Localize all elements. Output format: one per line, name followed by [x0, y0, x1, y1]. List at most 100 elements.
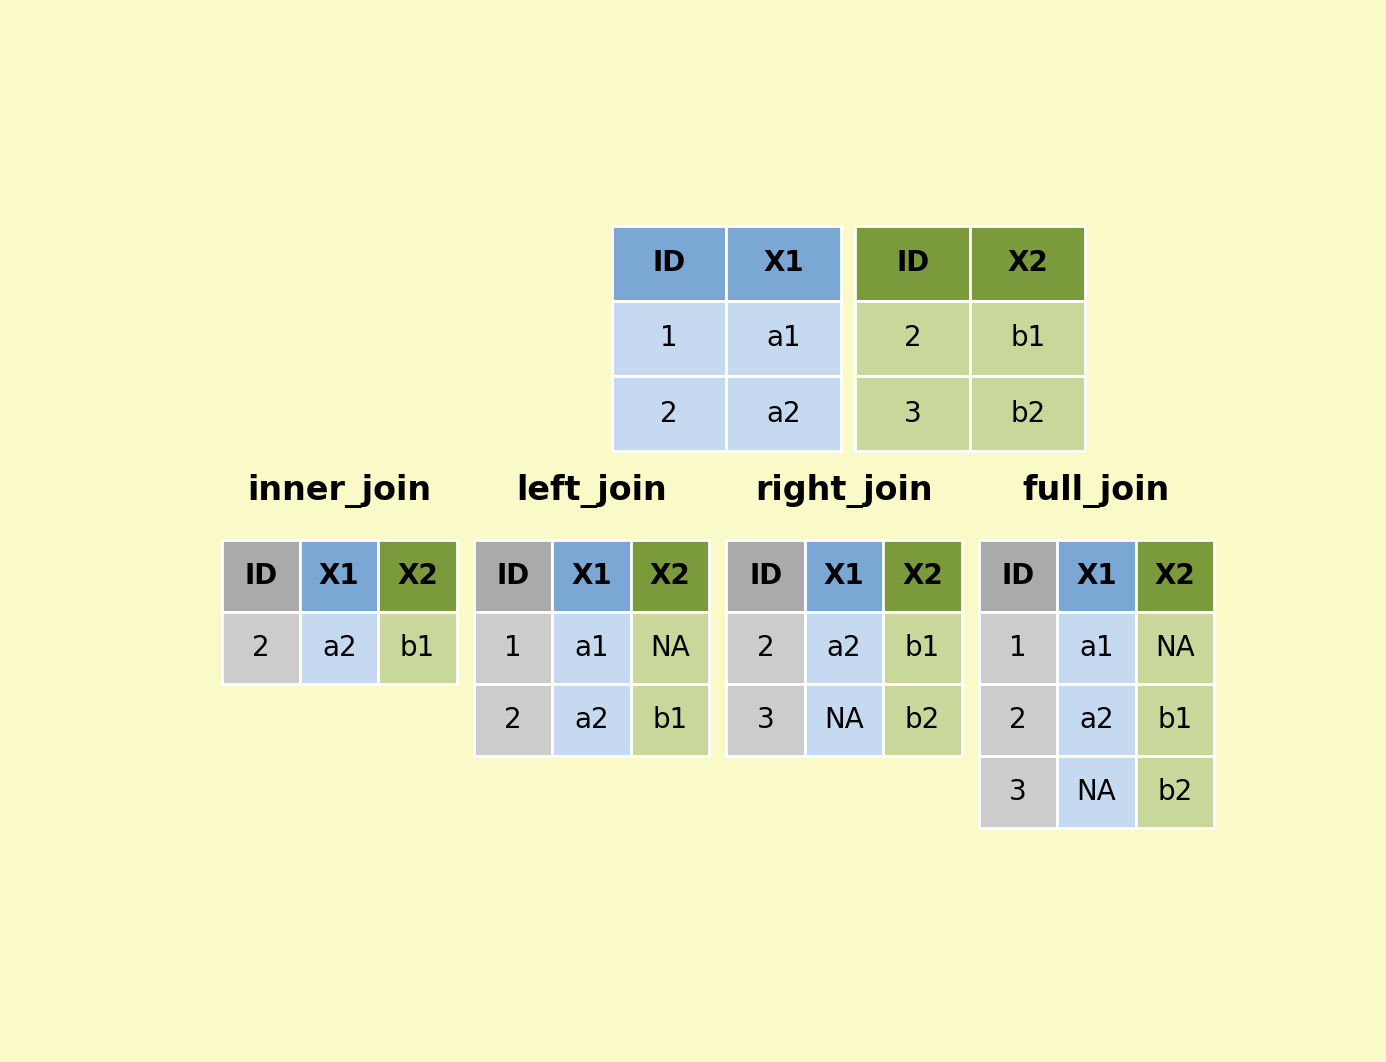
Bar	[970, 376, 1085, 451]
Text: NA: NA	[650, 634, 690, 663]
Text: ID: ID	[1002, 563, 1035, 590]
Bar	[805, 541, 883, 613]
Text: NA: NA	[1077, 778, 1116, 806]
Bar	[1135, 613, 1214, 684]
Bar	[855, 225, 970, 301]
Bar	[726, 684, 805, 756]
Text: b1: b1	[1010, 324, 1045, 353]
Text: X2: X2	[650, 563, 690, 590]
Text: 1: 1	[660, 324, 678, 353]
Text: a2: a2	[322, 634, 356, 663]
Bar	[979, 756, 1058, 828]
Text: 3: 3	[904, 399, 922, 428]
Bar	[1058, 613, 1135, 684]
Text: X1: X1	[571, 563, 613, 590]
Text: a2: a2	[574, 706, 608, 734]
Text: a2: a2	[766, 399, 801, 428]
Bar	[979, 684, 1058, 756]
Text: b2: b2	[1157, 778, 1192, 806]
Bar	[805, 684, 883, 756]
Bar	[1058, 684, 1135, 756]
Text: b2: b2	[1010, 399, 1045, 428]
Text: X1: X1	[1076, 563, 1117, 590]
Text: X2: X2	[902, 563, 942, 590]
Text: 2: 2	[505, 706, 523, 734]
Bar	[979, 613, 1058, 684]
Bar	[474, 541, 553, 613]
Text: 3: 3	[1009, 778, 1027, 806]
Text: a2: a2	[1080, 706, 1114, 734]
Text: ID: ID	[244, 563, 277, 590]
Bar	[970, 225, 1085, 301]
Text: X2: X2	[1008, 250, 1048, 277]
Bar	[553, 613, 631, 684]
Bar	[855, 376, 970, 451]
Bar	[222, 613, 299, 684]
Text: X2: X2	[398, 563, 438, 590]
Text: full_join: full_join	[1023, 474, 1170, 508]
Text: b1: b1	[905, 634, 940, 663]
Bar	[553, 541, 631, 613]
Text: 2: 2	[1009, 706, 1027, 734]
Bar	[1135, 541, 1214, 613]
Bar	[726, 301, 841, 376]
Bar	[1135, 756, 1214, 828]
Bar	[726, 541, 805, 613]
Text: X2: X2	[1155, 563, 1195, 590]
Bar	[805, 613, 883, 684]
Bar	[855, 301, 970, 376]
Bar	[726, 613, 805, 684]
Text: right_join: right_join	[755, 474, 933, 508]
Bar	[631, 613, 710, 684]
Text: a1: a1	[574, 634, 608, 663]
Text: 1: 1	[505, 634, 523, 663]
Bar	[474, 613, 553, 684]
Bar	[611, 376, 726, 451]
Bar	[726, 376, 841, 451]
Text: left_join: left_join	[516, 474, 667, 508]
Bar	[1135, 684, 1214, 756]
Bar	[883, 684, 962, 756]
Text: ID: ID	[897, 250, 930, 277]
Bar	[726, 225, 841, 301]
Text: a2: a2	[826, 634, 861, 663]
Text: NA: NA	[1155, 634, 1195, 663]
Bar	[474, 684, 553, 756]
Bar	[883, 613, 962, 684]
Bar	[1058, 541, 1135, 613]
Bar	[611, 225, 726, 301]
Text: ID: ID	[496, 563, 529, 590]
Text: b1: b1	[401, 634, 435, 663]
Text: X1: X1	[319, 563, 359, 590]
Text: 2: 2	[757, 634, 775, 663]
Bar	[1058, 756, 1135, 828]
Bar	[553, 684, 631, 756]
Text: 2: 2	[660, 399, 678, 428]
Text: b2: b2	[905, 706, 940, 734]
Bar	[378, 613, 457, 684]
Bar	[378, 541, 457, 613]
Text: 2: 2	[252, 634, 270, 663]
Bar	[979, 541, 1058, 613]
Text: a1: a1	[766, 324, 801, 353]
Bar	[299, 613, 378, 684]
Bar	[631, 684, 710, 756]
Text: X1: X1	[764, 250, 804, 277]
Text: 1: 1	[1009, 634, 1027, 663]
Bar	[970, 301, 1085, 376]
Bar	[222, 541, 299, 613]
Text: ID: ID	[748, 563, 782, 590]
Text: 2: 2	[904, 324, 922, 353]
Text: ID: ID	[653, 250, 686, 277]
Text: X1: X1	[823, 563, 865, 590]
Text: NA: NA	[825, 706, 863, 734]
Bar	[631, 541, 710, 613]
Text: a1: a1	[1080, 634, 1114, 663]
Text: 3: 3	[757, 706, 775, 734]
Text: inner_join: inner_join	[247, 474, 431, 508]
Bar	[299, 541, 378, 613]
Bar	[611, 301, 726, 376]
Text: b1: b1	[653, 706, 687, 734]
Text: b1: b1	[1157, 706, 1192, 734]
Bar	[883, 541, 962, 613]
